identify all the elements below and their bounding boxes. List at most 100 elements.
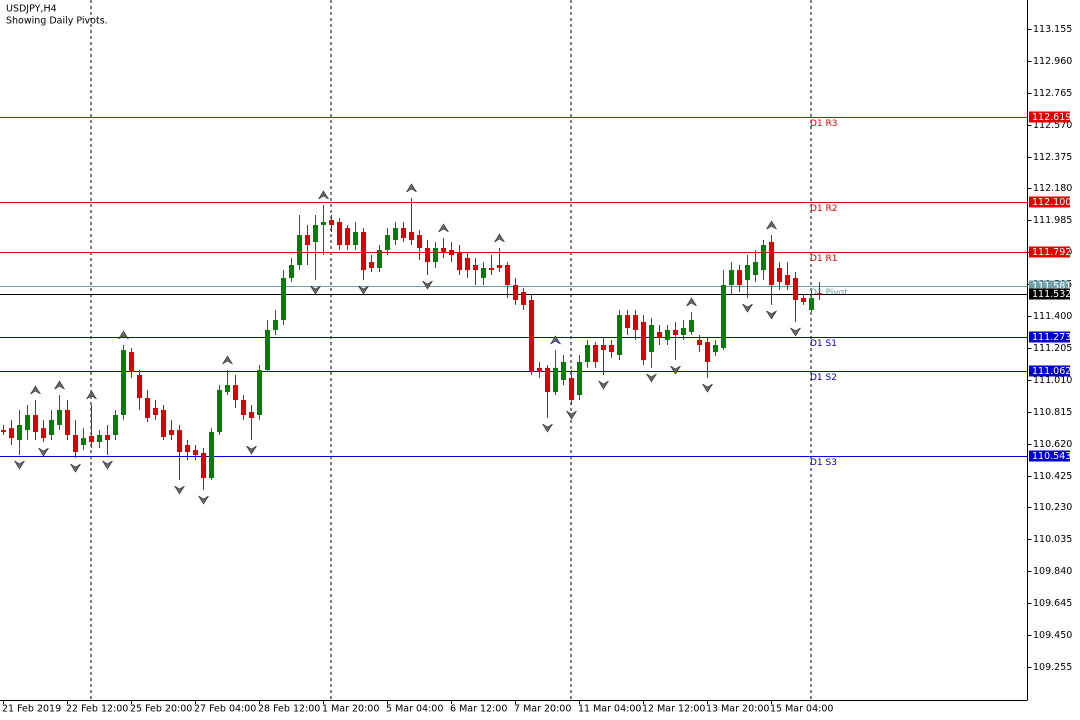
candle-body [65, 409, 70, 435]
candle-body [761, 245, 766, 271]
y-tick-label: 110.035 [1033, 534, 1072, 545]
fractal-down [38, 447, 49, 457]
candle-body [817, 293, 822, 295]
candle-body [473, 265, 478, 271]
fractal-down [766, 310, 777, 320]
candle-body [9, 428, 14, 439]
pivot-price-label: 112.100 [1032, 197, 1071, 208]
fractal-up [318, 190, 329, 200]
candle-body [585, 345, 590, 363]
x-tick-label: 11 Mar 04:00 [578, 704, 641, 715]
y-tick-label: 110.230 [1033, 502, 1072, 513]
candle-body [105, 434, 110, 441]
x-tick-label: 12 Mar 12:00 [642, 704, 705, 715]
fractal-down [670, 365, 681, 375]
y-tick-label: 109.645 [1033, 598, 1072, 609]
candle-body [153, 407, 158, 416]
y-tick-label: 112.960 [1033, 56, 1072, 67]
y-tick-label: 111.205 [1033, 343, 1072, 354]
fractal-down [566, 410, 577, 420]
fractal-down [174, 485, 185, 495]
x-tick-label: 22 Feb 12:00 [66, 704, 128, 715]
candle-body [401, 228, 406, 239]
candle-body [273, 319, 278, 330]
candle-body [369, 262, 374, 268]
pivot-price-box [1029, 246, 1070, 258]
candle-body [505, 265, 510, 285]
candle-body [433, 248, 438, 263]
candle-body [657, 331, 662, 338]
candle-body [17, 425, 22, 441]
candle-body [345, 228, 350, 246]
fractal-down [70, 463, 81, 473]
pivot-name: D1 R3 [810, 119, 838, 129]
candle-body [521, 292, 526, 305]
candle-body [233, 385, 238, 400]
candle-body [705, 342, 710, 363]
candle-body [569, 378, 574, 400]
fractal-up [118, 330, 129, 340]
pivot-price-label: 112.619 [1032, 112, 1071, 123]
x-tick-label: 27 Feb 04:00 [194, 704, 256, 715]
candle-body [713, 345, 718, 353]
candle-body [305, 235, 310, 246]
candle-body [281, 277, 286, 320]
candle-body [337, 221, 342, 246]
candle-body [241, 399, 246, 416]
y-tick-label: 109.840 [1033, 566, 1072, 577]
candle-body [753, 262, 758, 275]
candle-body [225, 385, 230, 392]
candle-body [145, 398, 150, 418]
fractal-down [742, 303, 753, 313]
candle-body [593, 345, 598, 363]
candle-body [169, 430, 174, 435]
candle-body [97, 434, 102, 443]
candle-body [49, 419, 54, 435]
pivot-price-label: 111.062 [1032, 366, 1071, 377]
candle-body [641, 321, 646, 361]
pivot-price-box [1029, 331, 1070, 343]
fractal-down [702, 383, 713, 393]
candle-body [513, 284, 518, 301]
candle-body [601, 345, 606, 351]
fractal-down [542, 423, 553, 433]
candle-body [417, 235, 422, 249]
candle-body [673, 329, 678, 336]
candle-body [721, 284, 726, 348]
candle-body [129, 352, 134, 373]
fractal-up [686, 297, 697, 307]
candle-body [497, 265, 502, 268]
candle-body [649, 325, 654, 353]
pivot-price-label: 110.543 [1032, 451, 1071, 462]
pivot-price-box [1029, 365, 1070, 377]
candle-body [697, 339, 702, 346]
candle-body [793, 277, 798, 301]
y-tick-label: 111.985 [1033, 215, 1072, 226]
x-tick-label: 28 Feb 12:00 [258, 704, 320, 715]
current-price-box [1029, 288, 1070, 300]
fractal-up [30, 385, 41, 395]
candle-body [385, 235, 390, 250]
pivot-price-label: 111.273 [1032, 332, 1071, 343]
candle-body [441, 248, 446, 252]
candle-body [769, 241, 774, 285]
pivot-name: D1 R2 [810, 204, 838, 214]
candle-body [137, 374, 142, 399]
y-tick-label: 110.815 [1033, 407, 1072, 418]
chart-title: USDJPY,H4 [6, 4, 57, 15]
fractal-up [54, 380, 65, 390]
x-tick-label: 13 Mar 20:00 [706, 704, 769, 715]
candle-body [185, 444, 190, 452]
x-tick-label: 7 Mar 20:00 [514, 704, 571, 715]
y-tick-label: 109.255 [1033, 662, 1072, 673]
candle-body [257, 370, 262, 416]
candle-body [665, 329, 670, 340]
candle-body [609, 345, 614, 353]
candle-body [41, 428, 46, 439]
x-tick-label: 6 Mar 12:00 [450, 704, 507, 715]
candle-body [81, 438, 86, 445]
current-price-label: 111.532 [1032, 289, 1071, 300]
